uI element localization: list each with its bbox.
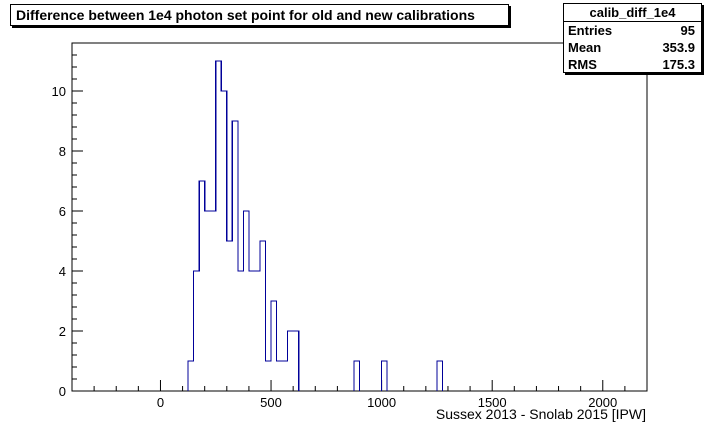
histogram-bar bbox=[354, 361, 360, 391]
stats-histogram-name: calib_diff_1e4 bbox=[564, 4, 701, 22]
histogram-bar bbox=[221, 91, 227, 391]
histogram-bar bbox=[249, 271, 255, 391]
histogram-bar bbox=[199, 181, 205, 391]
histogram-bar bbox=[254, 271, 260, 391]
x-axis-label: Sussex 2013 - Snolab 2015 [IPW] bbox=[436, 406, 646, 422]
histogram-bar bbox=[210, 211, 216, 391]
x-tick-label: 500 bbox=[260, 395, 282, 410]
stats-rms-value: 175.3 bbox=[662, 57, 695, 72]
stats-rms-label: RMS bbox=[568, 57, 597, 72]
histogram-bar bbox=[282, 361, 288, 391]
histogram-bar bbox=[205, 211, 211, 391]
x-tick-label: 0 bbox=[157, 395, 164, 410]
chart-title: Difference between 1e4 photon set point … bbox=[10, 4, 509, 26]
x-tick-label: 1500 bbox=[478, 395, 507, 410]
stats-mean-label: Mean bbox=[568, 40, 602, 55]
y-tick-label: 4 bbox=[59, 264, 66, 279]
histogram-bars bbox=[187, 60, 444, 391]
stats-entries-row: Entries 95 bbox=[564, 22, 701, 39]
axis-ticks bbox=[72, 42, 626, 392]
stats-entries-value: 95 bbox=[680, 23, 695, 38]
histogram-bar bbox=[277, 361, 283, 391]
plot-frame bbox=[71, 42, 648, 392]
histogram-bar bbox=[271, 301, 277, 391]
histogram-bar bbox=[238, 271, 244, 391]
histogram-bar bbox=[188, 361, 194, 391]
histogram-bar bbox=[243, 211, 249, 391]
histogram-bar bbox=[293, 331, 299, 391]
histogram-bar bbox=[266, 361, 272, 391]
histogram-bar bbox=[232, 121, 238, 391]
stats-box: calib_diff_1e4 Entries 95 Mean 353.9 RMS… bbox=[563, 3, 702, 73]
y-tick-label: 6 bbox=[59, 204, 66, 219]
stats-entries-label: Entries bbox=[568, 23, 613, 38]
y-tick-label: 2 bbox=[59, 324, 66, 339]
y-tick-label: 8 bbox=[59, 144, 66, 159]
axes bbox=[71, 42, 648, 392]
histogram-bar bbox=[288, 331, 294, 391]
tick-labels: 0 500 1000 1500 2000 0 2 4 6 8 10 bbox=[52, 84, 618, 410]
histogram-bar bbox=[260, 241, 266, 391]
histogram-bar bbox=[227, 241, 233, 391]
histogram-outline bbox=[187, 60, 444, 391]
stats-mean-value: 353.9 bbox=[662, 40, 695, 55]
stats-mean-row: Mean 353.9 bbox=[564, 39, 701, 56]
histogram-bar bbox=[437, 361, 443, 391]
stats-rms-row: RMS 175.3 bbox=[564, 56, 701, 73]
y-tick-label: 10 bbox=[52, 84, 66, 99]
x-tick-label: 2000 bbox=[588, 395, 617, 410]
histogram-bar bbox=[216, 61, 222, 391]
y-tick-label: 0 bbox=[59, 384, 66, 399]
histogram-bar bbox=[194, 271, 200, 391]
histogram-bar bbox=[382, 361, 388, 391]
x-tick-label: 1000 bbox=[367, 395, 396, 410]
